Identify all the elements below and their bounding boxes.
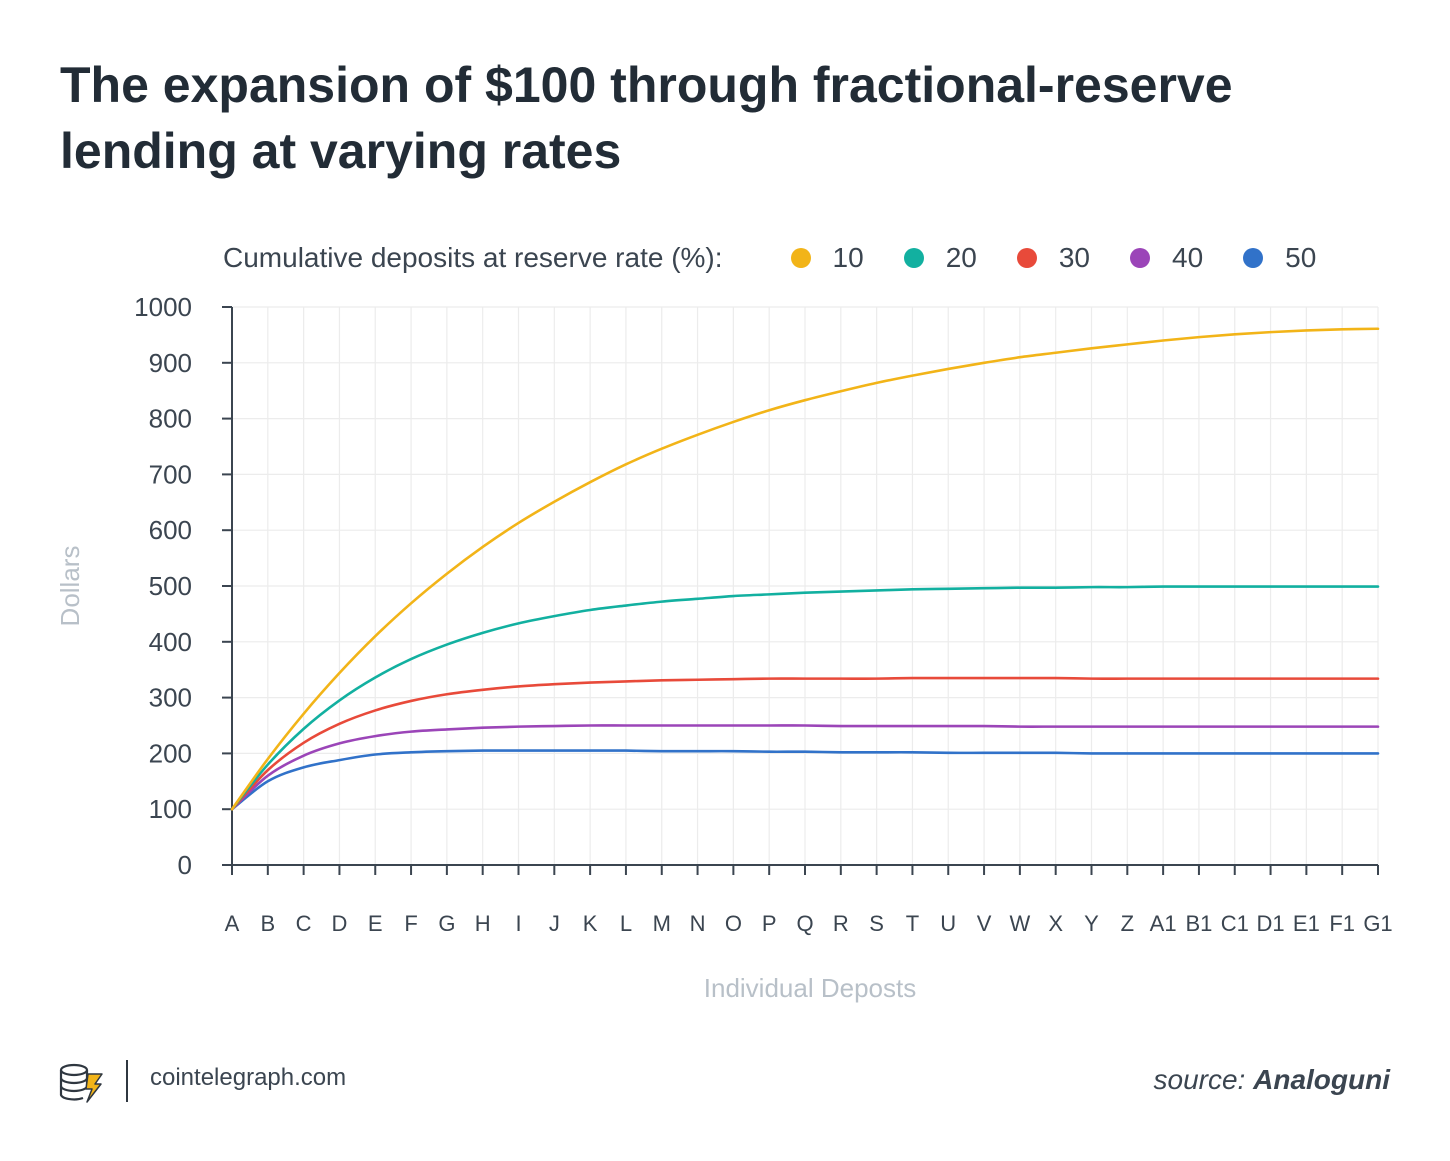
x-tick-label-C: C (296, 911, 312, 936)
x-tick-label-E: E (368, 911, 383, 936)
y-tick-label-900: 900 (149, 348, 192, 378)
x-tick-label-I: I (515, 911, 521, 936)
legend-label-20: 20 (945, 242, 977, 273)
legend-title: Cumulative deposits at reserve rate (%): (223, 242, 723, 273)
x-axis-title: Individual Deposts (704, 973, 916, 1003)
legend-swatch-30 (1016, 248, 1037, 268)
legend-label-30: 30 (1058, 242, 1090, 273)
x-tick-label-J: J (549, 911, 560, 936)
legend-swatch-10 (790, 248, 811, 268)
series-line-20 (230, 585, 1380, 811)
x-tick-label-A: A (225, 911, 240, 936)
series-line-10 (230, 327, 1380, 811)
legend-item-20: 20 (903, 242, 977, 274)
y-tick-label-700: 700 (149, 459, 192, 489)
x-tick-label-L: L (620, 911, 632, 936)
y-tick-label-400: 400 (149, 627, 192, 657)
x-tick-label-D: D (331, 911, 347, 936)
x-tick-label-V: V (977, 911, 992, 936)
x-tick-label-K: K (583, 911, 598, 936)
legend-item-30: 30 (1016, 242, 1090, 274)
cointelegraph-coins-icon (58, 1060, 104, 1109)
footer-divider (126, 1060, 128, 1102)
legend-swatch-50 (1243, 248, 1264, 268)
x-tick-label-O: O (725, 911, 742, 936)
x-tick-label-P: P (762, 911, 777, 936)
x-tick-label-E1: E1 (1293, 911, 1320, 936)
x-tick-label-F: F (404, 911, 417, 936)
x-tick-label-G1: G1 (1363, 911, 1392, 936)
footer-source: source: Analoguni (1154, 1064, 1390, 1096)
y-tick-label-100: 100 (149, 794, 192, 824)
series-line-30 (230, 676, 1380, 811)
x-tick-label-N: N (690, 911, 706, 936)
x-tick-label-B: B (260, 911, 275, 936)
source-name: Analoguni (1253, 1064, 1390, 1095)
footer-site: cointelegraph.com (150, 1064, 347, 1091)
x-tick-label-H: H (475, 911, 491, 936)
x-tick-label-M: M (653, 911, 671, 936)
chart-title: The expansion of $100 through fractional… (60, 57, 1233, 179)
x-tick-label-W: W (1009, 911, 1030, 936)
x-tick-label-Z: Z (1121, 911, 1134, 936)
x-tick-label-F1: F1 (1329, 911, 1355, 936)
source-prefix: source: (1153, 1064, 1246, 1095)
x-tick-label-X: X (1048, 911, 1063, 936)
legend-label-10: 10 (832, 242, 864, 273)
y-tick-label-600: 600 (149, 515, 192, 545)
x-tick-label-Q: Q (796, 911, 813, 936)
legend-label-40: 40 (1172, 242, 1204, 273)
x-tick-label-B1: B1 (1185, 911, 1212, 936)
y-axis-title: Dollars (55, 546, 85, 627)
y-tick-label-0: 0 (178, 850, 192, 880)
y-tick-label-800: 800 (149, 404, 192, 434)
x-tick-label-A1: A1 (1150, 911, 1177, 936)
series-line-40 (230, 724, 1380, 811)
y-tick-label-500: 500 (149, 571, 192, 601)
legend-item-50: 50 (1243, 242, 1316, 274)
legend-item-40: 40 (1130, 242, 1203, 274)
y-tick-label-300: 300 (149, 683, 192, 713)
x-tick-label-T: T (906, 911, 919, 936)
y-tick-label-200: 200 (149, 738, 192, 768)
x-tick-label-U: U (940, 911, 956, 936)
x-tick-label-C1: C1 (1221, 911, 1249, 936)
legend-label-50: 50 (1285, 242, 1317, 273)
x-tick-label-Y: Y (1084, 911, 1099, 936)
x-tick-label-G: G (438, 911, 455, 936)
line-chart: 0 100 200 300 400 500 600 700 800 900 1000 A B C D E F G H… (55, 292, 1393, 1003)
legend-swatch-20 (903, 248, 924, 268)
legend-item-10: 10 (790, 242, 864, 274)
x-tick-label-D1: D1 (1257, 911, 1285, 936)
series-line-50 (230, 749, 1380, 811)
x-tick-label-R: R (833, 911, 849, 936)
x-tick-label-S: S (869, 911, 884, 936)
y-tick-label-1000: 1000 (134, 292, 192, 322)
legend: Cumulative deposits at reserve rate (%):… (223, 238, 1356, 278)
legend-swatch-40 (1130, 248, 1150, 268)
